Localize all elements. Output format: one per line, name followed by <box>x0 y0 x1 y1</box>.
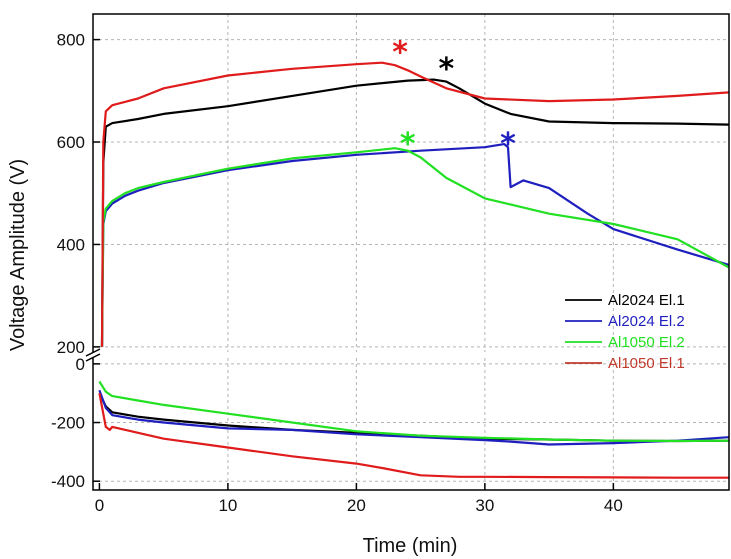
axis-break-mark <box>85 348 101 357</box>
series-line-lower <box>98 380 730 443</box>
series-layer <box>98 61 730 479</box>
x-axis-label: Time (min) <box>363 535 458 557</box>
legend-label: Al2024 El.2 <box>608 313 685 330</box>
x-tick-label: 0 <box>95 496 104 515</box>
x-tick-label: 30 <box>475 496 494 515</box>
x-tick-label: 20 <box>347 496 366 515</box>
series-line-upper <box>100 78 730 347</box>
annotation-star: * <box>392 36 408 71</box>
y-tick-label: 200 <box>57 338 85 357</box>
legend-label: Al1050 El.1 <box>608 355 685 372</box>
series-line-lower <box>98 392 729 479</box>
y-tick-label: 400 <box>57 235 85 254</box>
y-axis-label: Voltage Amplitude (V) <box>7 159 29 351</box>
axis-break-gap <box>87 352 99 358</box>
legend-label: Al1050 El.2 <box>608 334 685 351</box>
y-tick-label: 800 <box>57 31 85 50</box>
y-tick-label: 600 <box>57 133 85 152</box>
y-tick-label: -400 <box>51 472 85 491</box>
annotation-star: * <box>500 127 516 162</box>
series-line-upper <box>100 147 730 347</box>
series-line-upper <box>100 61 730 347</box>
x-tick-label: 40 <box>604 496 623 515</box>
axes-box <box>92 13 730 491</box>
plot-frame <box>85 13 730 491</box>
grid <box>93 14 729 490</box>
annotations: * * * * <box>392 36 516 162</box>
ticks: 0 10 20 30 40 200 400 600 800 0 -200 -400 <box>51 31 623 515</box>
series-line-lower <box>98 392 730 443</box>
series-line-upper <box>100 143 730 347</box>
x-tick-label: 10 <box>218 496 237 515</box>
axis-break-mark <box>85 353 101 362</box>
annotation-star: * <box>438 52 454 87</box>
y-tick-label: -200 <box>51 414 85 433</box>
annotation-star: * <box>400 127 416 162</box>
legend: Al2024 El.1 Al2024 El.2 Al1050 El.2 Al1050 … <box>565 292 685 372</box>
series-line-lower <box>98 389 730 446</box>
legend-label: Al2024 El.1 <box>608 292 685 309</box>
y-tick-label: 0 <box>76 355 85 374</box>
